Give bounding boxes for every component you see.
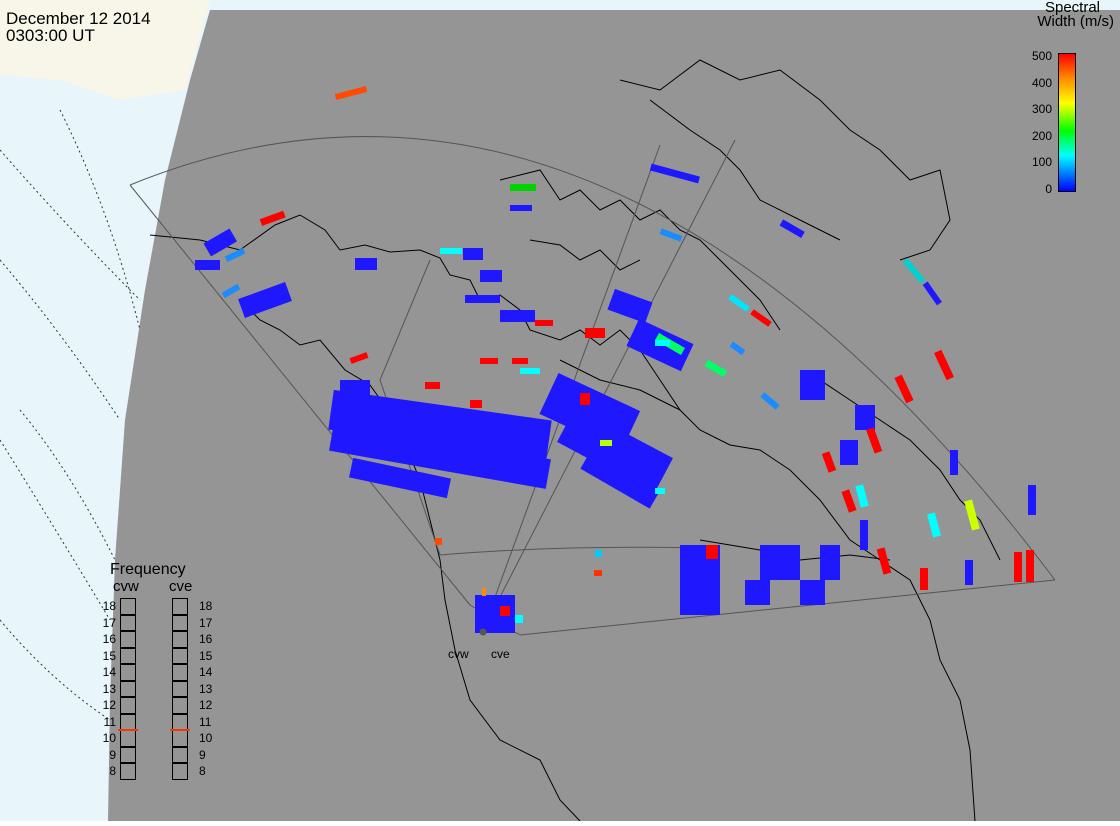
legend-tick-0: 0 [1045, 181, 1052, 196]
field-of-view [129, 136, 1056, 636]
frequency-tick-cve-13: 13 [199, 681, 213, 696]
frequency-tick-cve-9: 9 [199, 747, 206, 762]
legend-tick-500: 500 [1031, 49, 1052, 63]
frequency-box-cvw-15 [120, 647, 136, 664]
frequency-tick-cve-10: 10 [199, 731, 213, 745]
frequency-tick-cve-11: 11 [199, 714, 212, 729]
frequency-title: Frequency [110, 561, 186, 578]
frequency-box-cve-15 [172, 647, 188, 664]
frequency-tick-cve-18: 18 [199, 599, 213, 613]
frequency-box-cve-16 [172, 631, 188, 648]
coastlines [149, 59, 1001, 822]
frequency-col-label-cvw: cvw [113, 578, 139, 595]
legend-tick-200: 200 [1031, 128, 1052, 143]
frequency-tick-cve-15: 15 [199, 648, 213, 663]
radar-label-cvw: cvw [448, 647, 469, 661]
map-date: December 12 2014 [6, 9, 151, 28]
frequency-box-cvw-18 [120, 598, 136, 615]
frequency-tick-cvw-9: 9 [109, 747, 116, 762]
frequency-tick-cvw-15: 15 [102, 648, 116, 663]
frequency-box-cve-13 [172, 680, 188, 697]
scatter-bins-color [221, 85, 1034, 623]
frequency-tick-cve-16: 16 [199, 632, 213, 646]
frequency-box-cvw-9 [120, 746, 136, 763]
frequency-tick-cve-14: 14 [199, 665, 213, 679]
frequency-tick-cvw-14: 14 [102, 665, 116, 679]
frequency-box-cvw-8 [120, 763, 136, 780]
frequency-box-cve-12 [172, 697, 188, 714]
legend-tick-300: 300 [1031, 102, 1052, 116]
radar-label-cve: cve [491, 647, 510, 661]
frequency-box-cvw-14 [120, 664, 136, 681]
frequency-box-cvw-17 [120, 614, 136, 631]
frequency-tick-cvw-11: 11 [103, 714, 116, 729]
frequency-box-cve-10 [172, 730, 188, 747]
map-time: 0303:00 UT [6, 26, 95, 45]
legend-tick-100: 100 [1031, 155, 1052, 169]
frequency-col-label-cve: cve [169, 578, 193, 595]
frequency-tick-cve-17: 17 [199, 615, 213, 630]
frequency-box-cve-18 [172, 598, 188, 615]
frequency-box-cve-14 [172, 664, 188, 681]
legend-title-line2: Width (m/s) [1037, 13, 1114, 30]
frequency-tick-cve-12: 12 [199, 698, 213, 712]
frequency-box-cve-17 [172, 614, 188, 631]
scatter-bins-blue [195, 163, 1036, 633]
legend-tick-400: 400 [1031, 75, 1052, 90]
frequency-tick-cvw-8: 8 [109, 764, 116, 778]
frequency-box-cvw-11 [120, 713, 136, 730]
graticule [0, 109, 141, 721]
legend-title-line1: Spectral [1044, 0, 1100, 16]
frequency-box-cvw-16 [120, 631, 136, 648]
frequency-tick-cvw-16: 16 [102, 632, 116, 646]
frequency-box-cve-9 [172, 746, 188, 763]
frequency-tick-cvw-12: 12 [102, 698, 116, 712]
frequency-marker-cvw [118, 729, 138, 731]
legend-colorbar [1058, 53, 1076, 192]
frequency-tick-cvw-17: 17 [102, 615, 116, 630]
frequency-box-cvw-13 [120, 680, 136, 697]
frequency-box-cve-11 [172, 713, 188, 730]
sea-ice-area [0, 0, 210, 100]
frequency-tick-cvw-10: 10 [102, 731, 116, 745]
frequency-box-cve-8 [172, 763, 188, 780]
frequency-box-cvw-12 [120, 697, 136, 714]
frequency-tick-cvw-18: 18 [102, 599, 116, 613]
radar-site-marker [479, 628, 487, 636]
frequency-tick-cvw-13: 13 [102, 681, 116, 696]
frequency-box-cvw-10 [120, 730, 136, 747]
frequency-marker-cve [170, 729, 190, 731]
frequency-tick-cve-8: 8 [199, 764, 206, 778]
